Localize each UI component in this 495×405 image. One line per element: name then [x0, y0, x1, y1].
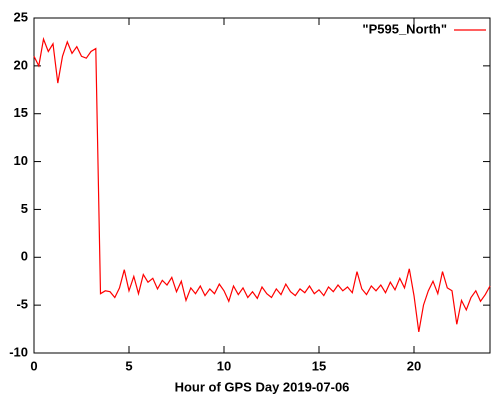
x-axis-label: Hour of GPS Day 2019-07-06: [175, 379, 350, 394]
y-tick-label: 25: [14, 9, 28, 24]
y-tick-label: -10: [9, 344, 28, 359]
y-tick-label: 20: [14, 57, 28, 72]
data-line: [33, 36, 491, 333]
y-tick-label: 0: [21, 249, 28, 264]
x-tick-label: 5: [125, 358, 132, 373]
legend-label: "P595_North": [362, 21, 447, 36]
y-tick-label: 10: [14, 153, 28, 168]
y-tick-label: 15: [14, 105, 28, 120]
x-tick-label: 10: [217, 358, 231, 373]
y-tick-label: 5: [21, 201, 28, 216]
plot-frame: [33, 17, 491, 354]
y-tick-label: -5: [16, 297, 28, 312]
x-tick-label: 20: [407, 358, 421, 373]
x-tick-label: 0: [30, 358, 37, 373]
x-tick-label: 15: [312, 358, 326, 373]
